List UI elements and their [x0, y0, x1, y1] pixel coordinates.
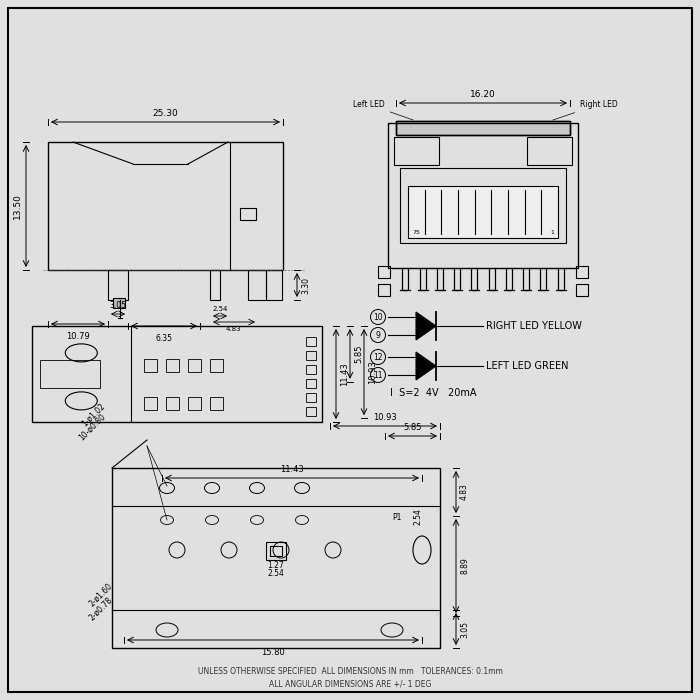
Text: 5.85: 5.85: [354, 344, 363, 363]
Text: 3.30: 3.30: [301, 276, 310, 293]
Bar: [188, 359, 202, 372]
Bar: [388, 123, 578, 268]
Bar: [576, 284, 588, 296]
Bar: [306, 337, 316, 346]
Bar: [396, 121, 570, 135]
Bar: [394, 137, 439, 165]
Bar: [112, 468, 440, 648]
Text: 2.54: 2.54: [267, 569, 284, 578]
Polygon shape: [416, 312, 436, 340]
Bar: [400, 168, 566, 243]
Text: 15.80: 15.80: [261, 648, 285, 657]
Text: 25.30: 25.30: [153, 109, 178, 118]
Text: 4.83: 4.83: [460, 484, 469, 500]
Bar: [306, 351, 316, 360]
Text: 12: 12: [373, 353, 383, 361]
Bar: [306, 393, 316, 402]
Bar: [240, 208, 256, 220]
Text: 1.27: 1.27: [267, 561, 284, 570]
Text: P1: P1: [392, 513, 401, 522]
Bar: [211, 359, 223, 372]
Text: 10.79: 10.79: [66, 332, 90, 341]
Text: UNLESS OTHERWISE SPECIFIED  ALL DIMENSIONS IN mm   TOLERANCES: 0.1mm: UNLESS OTHERWISE SPECIFIED ALL DIMENSION…: [197, 668, 503, 676]
Text: 5.85: 5.85: [403, 423, 421, 432]
Text: ALL ANGULAR DIMENSIONS ARE +/- 1 DEG: ALL ANGULAR DIMENSIONS ARE +/- 1 DEG: [269, 680, 431, 689]
Text: 1: 1: [550, 230, 554, 235]
Text: Left LED: Left LED: [353, 100, 414, 120]
Bar: [378, 266, 390, 278]
Text: I  S=2  4V   20mA: I S=2 4V 20mA: [390, 388, 477, 398]
Bar: [306, 407, 316, 416]
Bar: [113, 298, 125, 308]
Text: Right LED: Right LED: [552, 100, 617, 120]
Bar: [527, 137, 572, 165]
Bar: [108, 270, 128, 300]
Text: 8.89: 8.89: [460, 558, 469, 575]
Bar: [32, 326, 322, 422]
Bar: [306, 379, 316, 388]
Text: 11.43: 11.43: [340, 362, 349, 386]
Bar: [576, 266, 588, 278]
Bar: [270, 546, 282, 556]
Text: RIGHT LED YELLOW: RIGHT LED YELLOW: [486, 321, 582, 331]
Text: 2.54: 2.54: [414, 508, 423, 525]
Text: 1-ø1.02: 1-ø1.02: [80, 401, 107, 428]
Text: 75: 75: [412, 230, 420, 235]
Bar: [210, 270, 220, 300]
Bar: [408, 186, 558, 238]
Text: 2.54: 2.54: [212, 306, 228, 312]
Bar: [306, 365, 316, 374]
Bar: [248, 270, 266, 300]
Bar: [144, 397, 158, 410]
Text: 10: 10: [373, 312, 383, 321]
Text: 16.20: 16.20: [470, 90, 496, 99]
Text: 13.50: 13.50: [13, 193, 22, 219]
Bar: [378, 284, 390, 296]
Bar: [167, 397, 179, 410]
Bar: [167, 359, 179, 372]
Text: 2-ø1.60: 2-ø1.60: [87, 581, 114, 608]
Text: 2-ø0.78: 2-ø0.78: [87, 595, 114, 622]
Text: 11: 11: [373, 370, 383, 379]
Text: 3.05: 3.05: [460, 620, 469, 638]
Bar: [211, 397, 223, 410]
Text: 10-ø0.80: 10-ø0.80: [77, 412, 107, 442]
Text: 3.05: 3.05: [109, 301, 127, 310]
Text: 6.35: 6.35: [155, 334, 172, 343]
Text: LEFT LED GREEN: LEFT LED GREEN: [486, 361, 568, 371]
Bar: [188, 397, 202, 410]
Text: 11.43: 11.43: [280, 465, 304, 474]
Bar: [396, 121, 570, 135]
Bar: [266, 270, 282, 300]
Text: 9: 9: [376, 330, 380, 340]
Bar: [144, 359, 158, 372]
Bar: [40, 360, 100, 389]
Text: 4.83: 4.83: [226, 326, 241, 332]
Bar: [266, 542, 286, 560]
Bar: [48, 142, 283, 270]
Text: 10.93: 10.93: [368, 360, 377, 384]
Text: 10.93: 10.93: [373, 413, 397, 422]
Polygon shape: [416, 352, 436, 380]
